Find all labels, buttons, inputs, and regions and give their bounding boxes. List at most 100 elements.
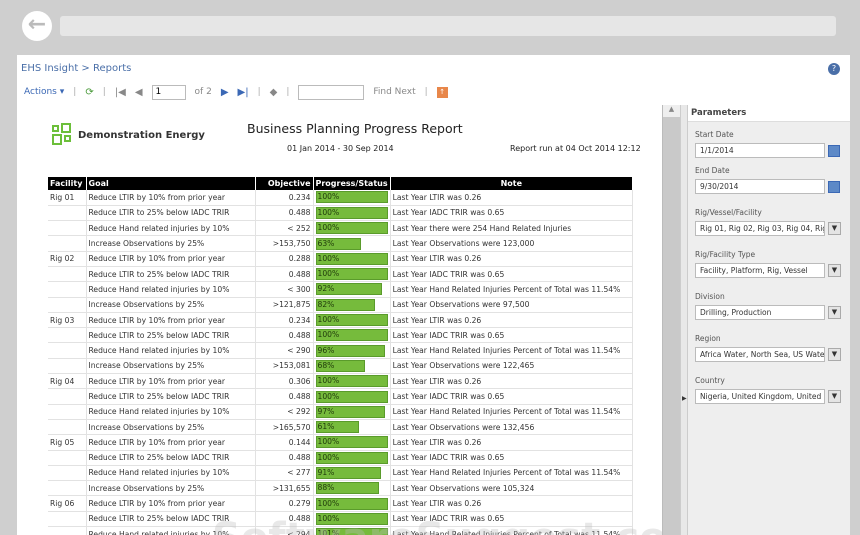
chevron-down-icon[interactable]: ▼: [828, 222, 841, 235]
progress-bar: 97%: [315, 405, 386, 418]
note-cell: Last Year IADC TRIR was 0.65: [390, 327, 634, 344]
start-date-input[interactable]: 1/1/2014: [695, 143, 825, 158]
caret-down-icon: ▾: [59, 87, 65, 97]
type-field: Rig/Facility Type Facility, Platform, Rig…: [695, 250, 850, 278]
report-title: Business Planning Progress Report: [247, 121, 463, 136]
chevron-down-icon[interactable]: ▼: [828, 306, 841, 319]
progress-bar: 100%: [315, 252, 388, 265]
help-icon[interactable]: ?: [828, 63, 840, 75]
progress-bar: 101%: [315, 528, 388, 535]
objective-cell: < 277: [255, 465, 314, 482]
last-page-icon[interactable]: ▶|: [237, 86, 249, 98]
objective-cell: 0.488: [255, 450, 314, 466]
objective-cell: 0.279: [255, 495, 314, 512]
objective-cell: 0.488: [255, 266, 314, 283]
address-bar[interactable]: [60, 16, 836, 36]
export-icon[interactable]: ↑: [436, 86, 448, 98]
goal-cell: Increase Observations by 25%: [86, 358, 256, 375]
parameters-splitter[interactable]: ▶: [680, 105, 688, 535]
division-label: Division: [695, 292, 725, 301]
parameters-panel: Parameters Start Date 1/1/2014 End Date 9/…: [688, 105, 850, 535]
refresh-icon[interactable]: ⟳: [85, 86, 94, 98]
note-cell: Last Year Observations were 97,500: [390, 297, 634, 313]
note-cell: Last Year Observations were 132,456: [390, 419, 634, 436]
chevron-down-icon[interactable]: ▼: [828, 264, 841, 277]
goal-cell: Increase Observations by 25%: [86, 297, 256, 313]
progress-bar: 63%: [315, 237, 361, 250]
end-date-input[interactable]: 9/30/2014: [695, 179, 825, 194]
col-objective: Objective: [255, 177, 314, 190]
first-page-icon[interactable]: |◀: [114, 86, 126, 98]
facility-cell: Rig 05: [48, 434, 87, 451]
type-select[interactable]: Facility, Platform, Rig, Vessel: [695, 263, 825, 278]
calendar-icon[interactable]: [828, 144, 840, 157]
progress-bar: 100%: [315, 206, 388, 219]
chevron-down-icon[interactable]: ▼: [828, 348, 841, 361]
progress-bar: 100%: [315, 436, 388, 449]
region-select[interactable]: Africa Water, North Sea, US Wate: [695, 347, 825, 362]
progress-cell: 61%: [313, 419, 391, 436]
col-facility: Facility: [48, 177, 87, 190]
goal-cell: Reduce LTIR to 25% below IADC TRIR: [86, 266, 256, 283]
table-row: Reduce Hand related injuries by 10% < 277…: [48, 465, 634, 482]
facility-cell: [48, 235, 87, 252]
col-note: Note: [390, 177, 634, 190]
find-input[interactable]: [298, 84, 365, 100]
progress-cell: 96%: [313, 342, 391, 359]
note-cell: Last Year LTIR was 0.26: [390, 373, 634, 390]
facility-select[interactable]: Rig 01, Rig 02, Rig 03, Rig 04, Rig: [695, 221, 825, 236]
progress-cell: 91%: [313, 465, 391, 482]
division-field: Division Drilling, Production ▼: [695, 292, 850, 320]
progress-cell: 97%: [313, 404, 391, 420]
company-name: Demonstration Energy: [78, 129, 205, 141]
breadcrumb[interactable]: EHS Insight > Reports: [21, 63, 132, 74]
country-label: Country: [695, 376, 725, 385]
next-page-icon[interactable]: ▶: [220, 86, 229, 98]
parameters-title: Parameters: [688, 105, 850, 122]
country-select[interactable]: Nigeria, United Kingdom, United S: [695, 389, 825, 404]
table-row: Rig 01 Reduce LTIR by 10% from prior year…: [48, 190, 634, 206]
find-next-link[interactable]: Find Next: [373, 87, 416, 97]
calendar-icon[interactable]: [828, 180, 840, 193]
progress-cell: 100%: [313, 312, 391, 329]
objective-cell: >121,875: [255, 297, 314, 313]
division-select[interactable]: Drilling, Production: [695, 305, 825, 320]
progress-bar: 100%: [315, 497, 388, 510]
progress-cell: 100%: [313, 388, 391, 405]
actions-menu[interactable]: Actions ▾: [24, 87, 64, 97]
facility-cell: [48, 526, 87, 535]
report-run-time: Report run at 04 Oct 2014 12:12: [510, 144, 641, 153]
region-label: Region: [695, 334, 721, 343]
table-row: Increase Observations by 25% >165,570 61% L…: [48, 419, 634, 436]
note-cell: Last Year IADC TRIR was 0.65: [390, 450, 634, 466]
chevron-down-icon[interactable]: ▼: [828, 390, 841, 403]
previous-page-icon[interactable]: ◀: [134, 86, 143, 98]
note-cell: Last Year LTIR was 0.26: [390, 495, 634, 512]
end-date-field: End Date 9/30/2014: [695, 166, 850, 194]
table-row: Reduce LTIR to 25% below IADC TRIR 0.488 1…: [48, 388, 634, 405]
vertical-scrollbar[interactable]: ▲: [662, 105, 680, 535]
page-number-input[interactable]: [151, 84, 186, 100]
progress-bar: 92%: [315, 283, 382, 296]
objective-cell: 0.488: [255, 388, 314, 405]
end-date-label: End Date: [695, 166, 730, 175]
progress-bar: 100%: [315, 268, 388, 281]
facility-cell: Rig 03: [48, 312, 87, 329]
collapse-arrow-icon[interactable]: ▶: [682, 395, 687, 402]
table-row: Reduce Hand related injuries by 10% < 290…: [48, 342, 634, 359]
scroll-up-icon[interactable]: ▲: [663, 105, 680, 117]
goal-cell: Reduce Hand related injuries by 10%: [86, 404, 256, 420]
back-button[interactable]: ←: [22, 11, 52, 41]
facility-cell: [48, 404, 87, 420]
facility-cell: [48, 358, 87, 375]
goal-cell: Reduce Hand related injuries by 10%: [86, 220, 256, 237]
back-to-parent-icon[interactable]: ◆: [269, 86, 278, 98]
table-row: Increase Observations by 25% >121,875 82% L…: [48, 297, 634, 313]
objective-cell: < 290: [255, 342, 314, 359]
goal-cell: Reduce LTIR by 10% from prior year: [86, 251, 256, 267]
note-cell: Last Year Hand Related Injuries Percent …: [390, 281, 634, 298]
note-cell: Last Year Observations were 105,324: [390, 480, 634, 497]
progress-bar: 82%: [315, 298, 375, 311]
table-row: Rig 03 Reduce LTIR by 10% from prior year…: [48, 312, 634, 329]
table-row: Rig 06 Reduce LTIR by 10% from prior year…: [48, 495, 634, 512]
